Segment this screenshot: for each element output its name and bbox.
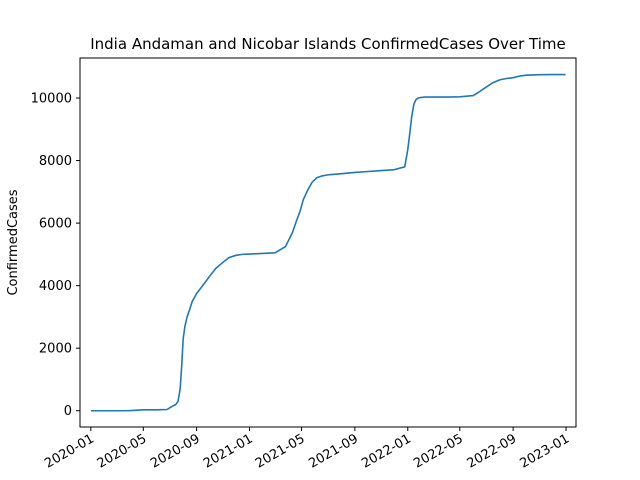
chart-title: India Andaman and Nicobar Islands Confir… <box>90 35 566 53</box>
x-tick-label: 2021-05 <box>253 431 308 471</box>
x-tick-label: 2020-09 <box>148 431 203 471</box>
plot-frame <box>79 57 577 428</box>
y-tick-label: 4000 <box>39 279 72 294</box>
series-line-0 <box>90 73 566 412</box>
y-tick-label: 10000 <box>31 92 72 107</box>
x-tick-label: 2023-01 <box>517 431 572 471</box>
x-tick-label: 2020-01 <box>42 431 97 471</box>
x-tick-label: 2022-05 <box>411 431 466 471</box>
plot-area <box>90 73 566 412</box>
x-tick-label: 2021-01 <box>201 431 256 471</box>
x-tick-label: 2021-09 <box>306 431 361 471</box>
y-tick-label: 2000 <box>39 342 72 357</box>
x-tick-label: 2020-05 <box>95 431 150 471</box>
x-tick-label: 2022-01 <box>359 431 414 471</box>
y-tick-label: 6000 <box>39 217 72 232</box>
x-axis: 2020-012020-052020-092021-012021-052021-… <box>42 427 572 472</box>
y-tick-label: 0 <box>64 404 72 419</box>
y-axis-title: ConfirmedCases <box>6 189 21 295</box>
x-tick-label: 2022-09 <box>465 431 520 471</box>
y-tick-label: 8000 <box>39 154 72 169</box>
y-axis: 0 2000 4000 6000 8000 10000 <box>31 92 80 419</box>
